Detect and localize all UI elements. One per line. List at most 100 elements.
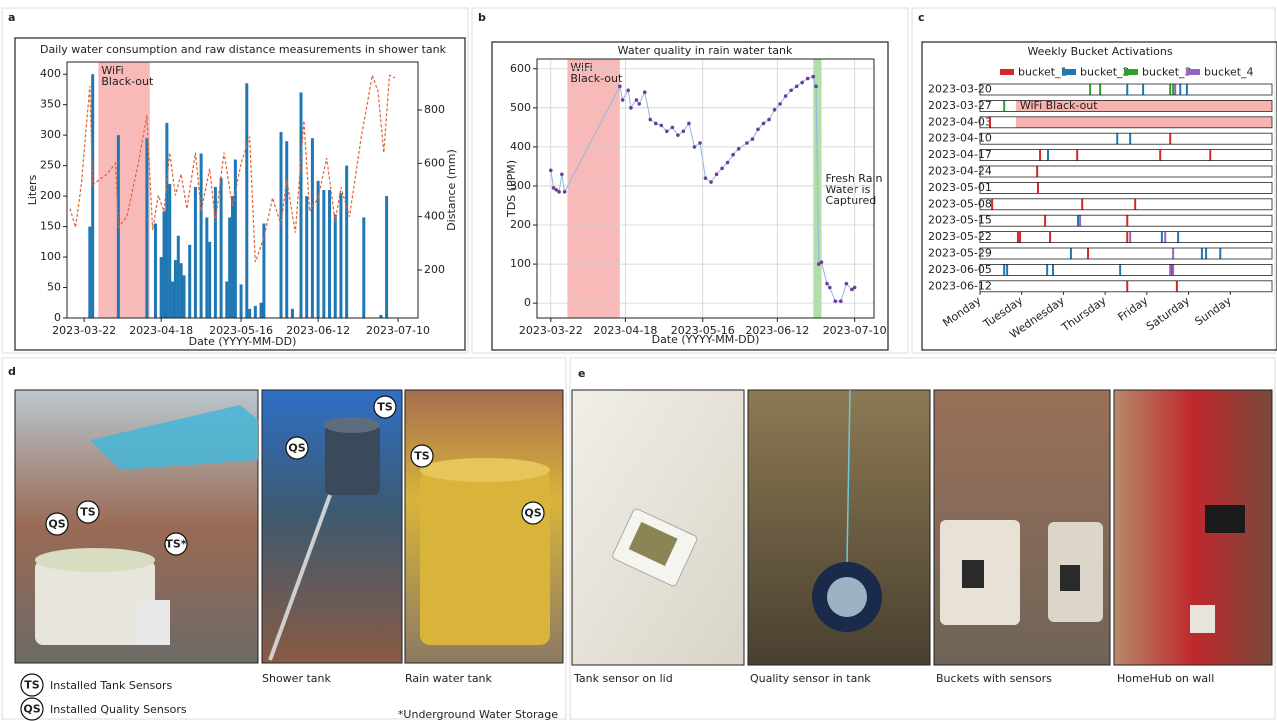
photo-tank-lid bbox=[572, 390, 744, 665]
data-point bbox=[731, 153, 735, 157]
bar bbox=[322, 190, 325, 318]
data-point bbox=[671, 126, 675, 130]
data-point bbox=[643, 90, 647, 94]
y-tick-label: 100 bbox=[40, 250, 61, 263]
bar bbox=[174, 260, 177, 318]
bar bbox=[305, 196, 308, 318]
bar bbox=[234, 160, 237, 318]
x-tick-label: 2023-03-22 bbox=[519, 324, 583, 337]
y-tick-label: 300 bbox=[40, 128, 61, 141]
row-label: 2023-03-27 bbox=[928, 99, 992, 112]
week-row bbox=[980, 248, 1272, 259]
legend-label: bucket_3 bbox=[1142, 66, 1192, 79]
data-point bbox=[654, 122, 658, 126]
data-point bbox=[704, 176, 708, 180]
data-point bbox=[715, 172, 719, 176]
data-point bbox=[687, 122, 691, 126]
bar bbox=[228, 217, 231, 318]
bar bbox=[254, 306, 257, 318]
bar bbox=[165, 123, 168, 318]
x-tick-label: 2023-07-10 bbox=[366, 324, 430, 337]
data-point bbox=[693, 145, 697, 149]
sensor-badge-text: TS bbox=[377, 401, 393, 414]
highlight-span bbox=[98, 62, 149, 318]
y-tick-label: 50 bbox=[47, 281, 61, 294]
data-point bbox=[751, 137, 755, 141]
sensor-badge-text: QS bbox=[48, 518, 65, 531]
data-point bbox=[767, 118, 771, 122]
y-tick-label: 0 bbox=[524, 296, 531, 309]
y2-tick-label: 800 bbox=[424, 103, 445, 116]
chart-title: Water quality in rain water tank bbox=[618, 44, 793, 57]
week-row bbox=[980, 232, 1272, 243]
data-point bbox=[845, 282, 849, 286]
data-point bbox=[629, 106, 633, 110]
data-point bbox=[756, 128, 760, 132]
highlight-span bbox=[567, 59, 619, 318]
row-label: 2023-04-24 bbox=[928, 165, 992, 178]
data-point bbox=[795, 85, 799, 89]
bar bbox=[245, 83, 248, 318]
bar bbox=[225, 281, 228, 318]
row-label: 2023-04-10 bbox=[928, 132, 992, 145]
data-point bbox=[682, 129, 686, 133]
panel-label: d bbox=[8, 365, 16, 378]
week-row bbox=[980, 84, 1272, 95]
data-point bbox=[698, 141, 702, 145]
bar bbox=[168, 184, 171, 318]
data-point bbox=[676, 133, 680, 137]
data-point bbox=[834, 299, 838, 303]
x-tick-label: 2023-03-22 bbox=[52, 324, 116, 337]
legend-label: bucket_2 bbox=[1080, 66, 1130, 79]
photo-caption: Rain water tank bbox=[405, 672, 493, 685]
sensor-badge-text: TS* bbox=[165, 538, 186, 551]
key-label: Installed Tank Sensors bbox=[50, 679, 173, 692]
bar bbox=[171, 281, 174, 318]
week-row bbox=[980, 264, 1272, 275]
week-row bbox=[980, 199, 1272, 210]
data-point bbox=[745, 141, 749, 145]
bar bbox=[177, 236, 180, 318]
y-axis-label: Liters bbox=[26, 174, 39, 205]
photo-caption: Buckets with sensors bbox=[936, 672, 1052, 685]
y-tick-label: 100 bbox=[510, 257, 531, 270]
figure: abcdeDaily water consumption and raw dis… bbox=[0, 0, 1277, 721]
y2-axis-label: Distance (mm) bbox=[445, 149, 458, 231]
bar bbox=[285, 141, 288, 318]
row-label: 2023-06-05 bbox=[928, 263, 992, 276]
bar bbox=[220, 178, 223, 318]
data-point bbox=[549, 169, 553, 173]
bar bbox=[208, 242, 211, 318]
data-point bbox=[618, 85, 622, 89]
y-tick-label: 350 bbox=[40, 98, 61, 111]
data-point bbox=[778, 102, 782, 106]
sensor-badge-text: TS bbox=[414, 450, 430, 463]
y-tick-label: 200 bbox=[510, 218, 531, 231]
photo-homehub bbox=[1114, 390, 1272, 665]
bar bbox=[200, 153, 203, 318]
data-point bbox=[811, 75, 815, 79]
data-point bbox=[806, 77, 810, 81]
bar bbox=[145, 138, 148, 318]
data-point bbox=[814, 85, 818, 89]
y-tick-label: 250 bbox=[40, 159, 61, 172]
data-point bbox=[737, 147, 741, 151]
sensor-badge-text: TS bbox=[80, 506, 96, 519]
bar bbox=[311, 138, 314, 318]
bar bbox=[248, 309, 251, 318]
y2-tick-label: 400 bbox=[424, 210, 445, 223]
span-label: WiFi Black-out bbox=[1020, 99, 1098, 112]
row-label: 2023-04-17 bbox=[928, 148, 992, 161]
bar bbox=[231, 196, 234, 318]
data-point bbox=[726, 161, 730, 165]
bar bbox=[300, 92, 303, 318]
row-label: 2023-06-12 bbox=[928, 279, 992, 292]
panel-label: c bbox=[918, 11, 925, 24]
x-axis-label: Date (YYYY-MM-DD) bbox=[189, 335, 297, 348]
data-point bbox=[637, 102, 641, 106]
chart-title: Daily water consumption and raw distance… bbox=[40, 43, 447, 56]
x-tick-label: 2023-04-18 bbox=[593, 324, 657, 337]
y-tick-label: 600 bbox=[510, 62, 531, 75]
bar bbox=[91, 74, 94, 318]
x-axis-label: Date (YYYY-MM-DD) bbox=[652, 333, 760, 346]
